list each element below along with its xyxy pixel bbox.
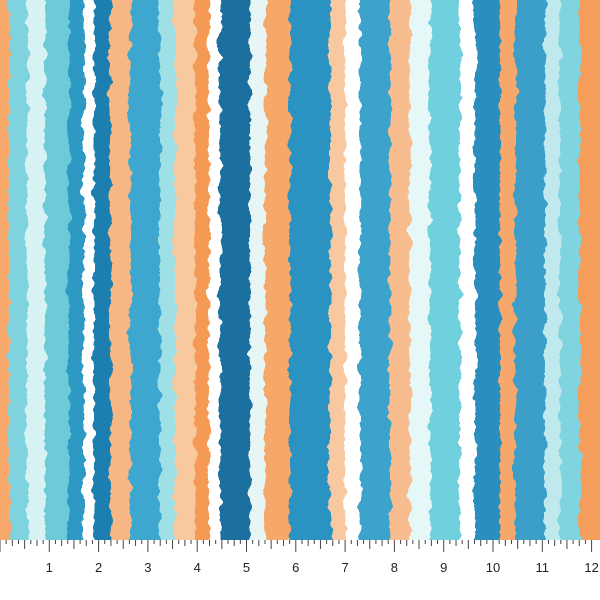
ruler [0,540,600,600]
ruler-label: 5 [243,560,250,575]
ruler-label: 11 [536,560,550,575]
ruler-label: 1 [46,560,53,575]
stripes [0,0,600,540]
ruler-label: 3 [144,560,151,575]
ruler-label: 9 [440,560,447,575]
ruler-label: 6 [292,560,299,575]
ruler-label: 12 [584,560,598,575]
ruler-label: 4 [194,560,201,575]
ruler-label: 7 [341,560,348,575]
ruler-label: 10 [486,560,500,575]
ruler-scale: 1 2 3 4 5 6 7 8 9 10 11 12 [0,540,599,575]
ruler-label: 8 [391,560,398,575]
ruler-label: 2 [95,560,102,575]
